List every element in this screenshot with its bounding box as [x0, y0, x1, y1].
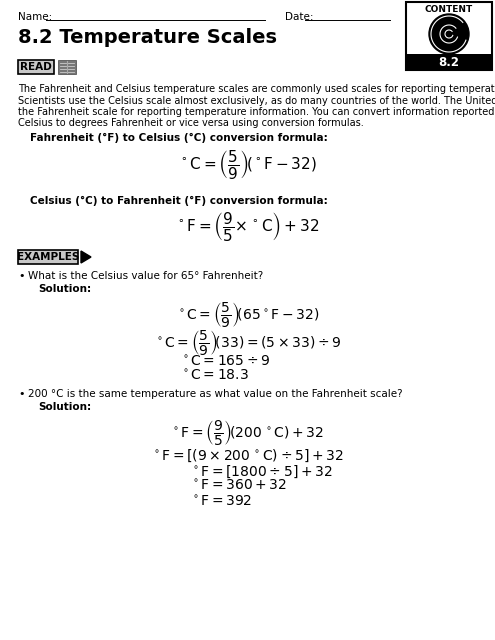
- Text: $^\circ\mathrm{C} = \left(\dfrac{5}{9}\right)\!\left(^\circ\mathrm{F} - 32\right: $^\circ\mathrm{C} = \left(\dfrac{5}{9}\r…: [178, 148, 317, 181]
- Circle shape: [429, 14, 469, 54]
- Text: Solution:: Solution:: [38, 402, 91, 412]
- Text: EXAMPLES: EXAMPLES: [17, 252, 79, 262]
- FancyBboxPatch shape: [406, 2, 492, 70]
- Text: What is the Celsius value for 65° Fahrenheit?: What is the Celsius value for 65° Fahren…: [28, 271, 263, 281]
- Text: $^\circ\mathrm{C} = 18.3$: $^\circ\mathrm{C} = 18.3$: [180, 369, 249, 383]
- Text: 200 °C is the same temperature as what value on the Fahrenheit scale?: 200 °C is the same temperature as what v…: [28, 389, 402, 399]
- Text: Solution:: Solution:: [38, 284, 91, 294]
- Text: Name:: Name:: [18, 12, 52, 22]
- FancyBboxPatch shape: [18, 250, 78, 264]
- Text: Date:: Date:: [285, 12, 313, 22]
- Text: $^\circ\mathrm{F} = \left(\dfrac{9}{5}\right)\!\left(200\,^\circ\mathrm{C}\right: $^\circ\mathrm{F} = \left(\dfrac{9}{5}\r…: [170, 418, 325, 447]
- Polygon shape: [81, 251, 91, 263]
- Text: CONTENT: CONTENT: [425, 5, 473, 14]
- Text: •: •: [18, 389, 24, 399]
- FancyBboxPatch shape: [58, 60, 76, 74]
- Text: $^\circ\mathrm{F} = [(9 \times 200\,^\circ\mathrm{C}) \div 5] + 32$: $^\circ\mathrm{F} = [(9 \times 200\,^\ci…: [151, 448, 344, 464]
- Text: •: •: [18, 271, 24, 281]
- Text: the Fahrenheit scale for reporting temperature information. You can convert info: the Fahrenheit scale for reporting tempe…: [18, 107, 495, 117]
- Text: $^\circ\mathrm{F} = [1800 \div 5] + 32$: $^\circ\mathrm{F} = [1800 \div 5] + 32$: [190, 464, 333, 480]
- Text: 8.2 Temperature Scales: 8.2 Temperature Scales: [18, 28, 277, 47]
- Text: $^\circ\mathrm{F} = 392$: $^\circ\mathrm{F} = 392$: [190, 494, 252, 509]
- Text: $^\circ\mathrm{F} = \left(\dfrac{9}{5}{\times}\,^\circ\mathrm{C}\right) + 32$: $^\circ\mathrm{F} = \left(\dfrac{9}{5}{\…: [175, 210, 320, 243]
- Text: $^\circ\mathrm{C} = \left(\dfrac{5}{9}\right)\!\left(65^\circ\mathrm{F} - 32\rig: $^\circ\mathrm{C} = \left(\dfrac{5}{9}\r…: [176, 300, 319, 329]
- Text: $^\circ\mathrm{C} = 165 \div 9$: $^\circ\mathrm{C} = 165 \div 9$: [180, 354, 270, 369]
- Text: $^\circ\mathrm{C} = \left(\dfrac{5}{9}\right)\!(33) = (5 \times 33) \div 9$: $^\circ\mathrm{C} = \left(\dfrac{5}{9}\r…: [153, 328, 342, 357]
- Text: $^\circ\mathrm{F} = 360 + 32$: $^\circ\mathrm{F} = 360 + 32$: [190, 479, 287, 493]
- Text: The Fahrenheit and Celsius temperature scales are commonly used scales for repor: The Fahrenheit and Celsius temperature s…: [18, 84, 495, 94]
- Text: Celsius to degrees Fahrenheit or vice versa using conversion formulas.: Celsius to degrees Fahrenheit or vice ve…: [18, 118, 364, 129]
- Text: 8.2: 8.2: [439, 56, 459, 69]
- FancyBboxPatch shape: [406, 54, 492, 70]
- Text: Celsius (°C) to Fahrenheit (°F) conversion formula:: Celsius (°C) to Fahrenheit (°F) conversi…: [30, 196, 328, 206]
- Text: READ: READ: [20, 61, 52, 72]
- FancyBboxPatch shape: [18, 60, 54, 74]
- Text: Scientists use the Celsius scale almost exclusively, as do many countries of the: Scientists use the Celsius scale almost …: [18, 95, 495, 106]
- Text: Fahrenheit (°F) to Celsius (°C) conversion formula:: Fahrenheit (°F) to Celsius (°C) conversi…: [30, 133, 328, 143]
